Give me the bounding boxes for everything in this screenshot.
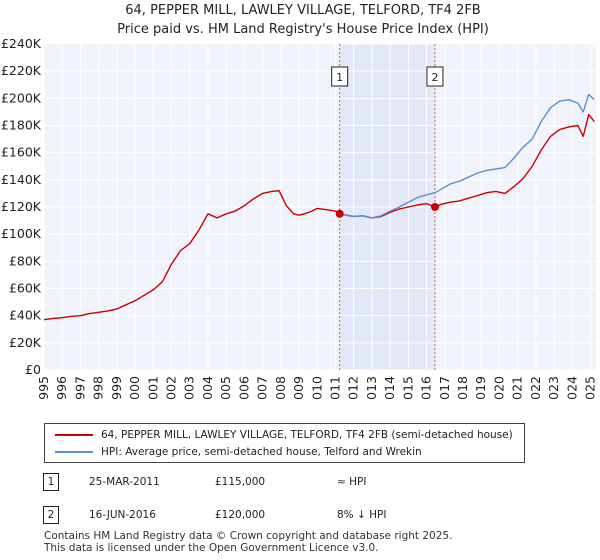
x-tick-label: 2017 <box>437 376 452 400</box>
x-tick-label: 2007 <box>255 376 270 400</box>
x-tick-label: 2006 <box>236 376 251 400</box>
footer: Contains HM Land Registry data © Crown c… <box>44 530 452 554</box>
y-tick-label: £40K <box>9 308 42 323</box>
sale-marker-box <box>331 66 349 87</box>
y-tick-label: £80K <box>9 253 42 268</box>
x-tick-label: 2015 <box>400 376 415 400</box>
transaction-number: 2 <box>43 506 59 524</box>
transaction-number: 1 <box>43 473 59 491</box>
legend-swatch-property <box>55 434 93 436</box>
price-chart: 64, PEPPER MILL, LAWLEY VILLAGE, TELFORD… <box>1 3 598 400</box>
sale-points <box>335 203 439 218</box>
y-tick-label: £240K <box>1 36 42 51</box>
chart-title: 64, PEPPER MILL, LAWLEY VILLAGE, TELFORD… <box>125 3 480 18</box>
legend: 64, PEPPER MILL, LAWLEY VILLAGE, TELFORD… <box>44 423 525 463</box>
transaction-hpi-relation: 8% ↓ HPI <box>337 509 387 521</box>
x-tick-label: 2011 <box>327 376 342 400</box>
legend-swatch-hpi <box>55 451 93 453</box>
transaction-hpi-relation: ≈ HPI <box>337 476 367 488</box>
x-tick-label: 2020 <box>491 376 506 400</box>
sale-marker-number: 1 <box>336 71 343 84</box>
x-axis-labels: 1995 1996 1997 1998 1999 2000 2001 2002 2003 2004… <box>36 376 598 400</box>
x-tick-label: 2009 <box>291 376 306 400</box>
x-tick-label: 2025 <box>583 376 598 400</box>
x-tick-label: 1995 <box>36 376 51 400</box>
transaction-date: 16-JUN-2016 <box>89 509 156 521</box>
y-tick-label: £60K <box>9 281 42 296</box>
property-price-line <box>43 113 595 321</box>
x-tick-label: 2001 <box>145 376 160 400</box>
footer-licence: This data is licensed under the Open Gov… <box>44 542 379 554</box>
y-tick-label: £120K <box>1 199 42 214</box>
x-tick-label: 2013 <box>364 376 379 400</box>
x-tick-label: 2022 <box>528 376 543 400</box>
x-tick-label: 2021 <box>510 376 525 400</box>
hpi-line <box>339 93 595 219</box>
x-tick-label: 2004 <box>200 376 215 400</box>
transaction-price: £120,000 <box>215 509 266 521</box>
x-tick-label: 2012 <box>346 376 361 400</box>
x-tick-label: 1999 <box>109 376 124 400</box>
x-tick-label: 2000 <box>127 376 142 400</box>
transaction-price: £115,000 <box>215 476 266 488</box>
x-tick-label: 2008 <box>273 376 288 400</box>
x-tick-label: 2019 <box>473 376 488 400</box>
x-tick-label: 2014 <box>382 376 397 400</box>
sale-point <box>430 203 439 211</box>
legend-label-hpi: HPI: Average price, semi-detached house,… <box>101 446 422 458</box>
grid-lines <box>43 43 596 371</box>
y-tick-label: £140K <box>1 172 42 187</box>
x-tick-label: 2003 <box>182 376 197 400</box>
x-tick-label: 2002 <box>164 376 179 400</box>
y-axis-labels: £0 £20K £40K £60K £80K £100K £120K £140K £160K £1… <box>1 36 42 377</box>
x-tick-label: 2005 <box>218 376 233 400</box>
footer-copyright: Contains HM Land Registry data © Crown c… <box>44 530 453 542</box>
x-tick-label: 1996 <box>54 376 69 400</box>
y-tick-label: £200K <box>1 90 42 105</box>
y-tick-label: £180K <box>1 118 42 133</box>
y-tick-label: £100K <box>1 226 42 241</box>
series-lines <box>43 93 595 321</box>
y-tick-label: £220K <box>1 63 42 78</box>
transaction-date: 25-MAR-2011 <box>89 476 160 488</box>
chart-subtitle: Price paid vs. HM Land Registry's House … <box>117 22 489 37</box>
x-tick-label: 1998 <box>91 376 106 400</box>
x-tick-label: 2024 <box>564 376 579 400</box>
x-tick-label: 2010 <box>309 376 324 400</box>
y-tick-label: £160K <box>1 145 42 160</box>
sale-marker-number: 2 <box>431 71 438 84</box>
x-tick-label: 2018 <box>455 376 470 400</box>
y-tick-label: £0 <box>25 362 41 377</box>
sale-marker-box <box>426 66 444 87</box>
x-tick-label: 1997 <box>72 376 87 400</box>
x-tick-label: 2023 <box>546 376 561 400</box>
y-tick-label: £20K <box>9 335 42 350</box>
x-tick-label: 2016 <box>419 376 434 400</box>
sale-point <box>335 209 344 218</box>
legend-label-property: 64, PEPPER MILL, LAWLEY VILLAGE, TELFORD… <box>101 429 513 441</box>
